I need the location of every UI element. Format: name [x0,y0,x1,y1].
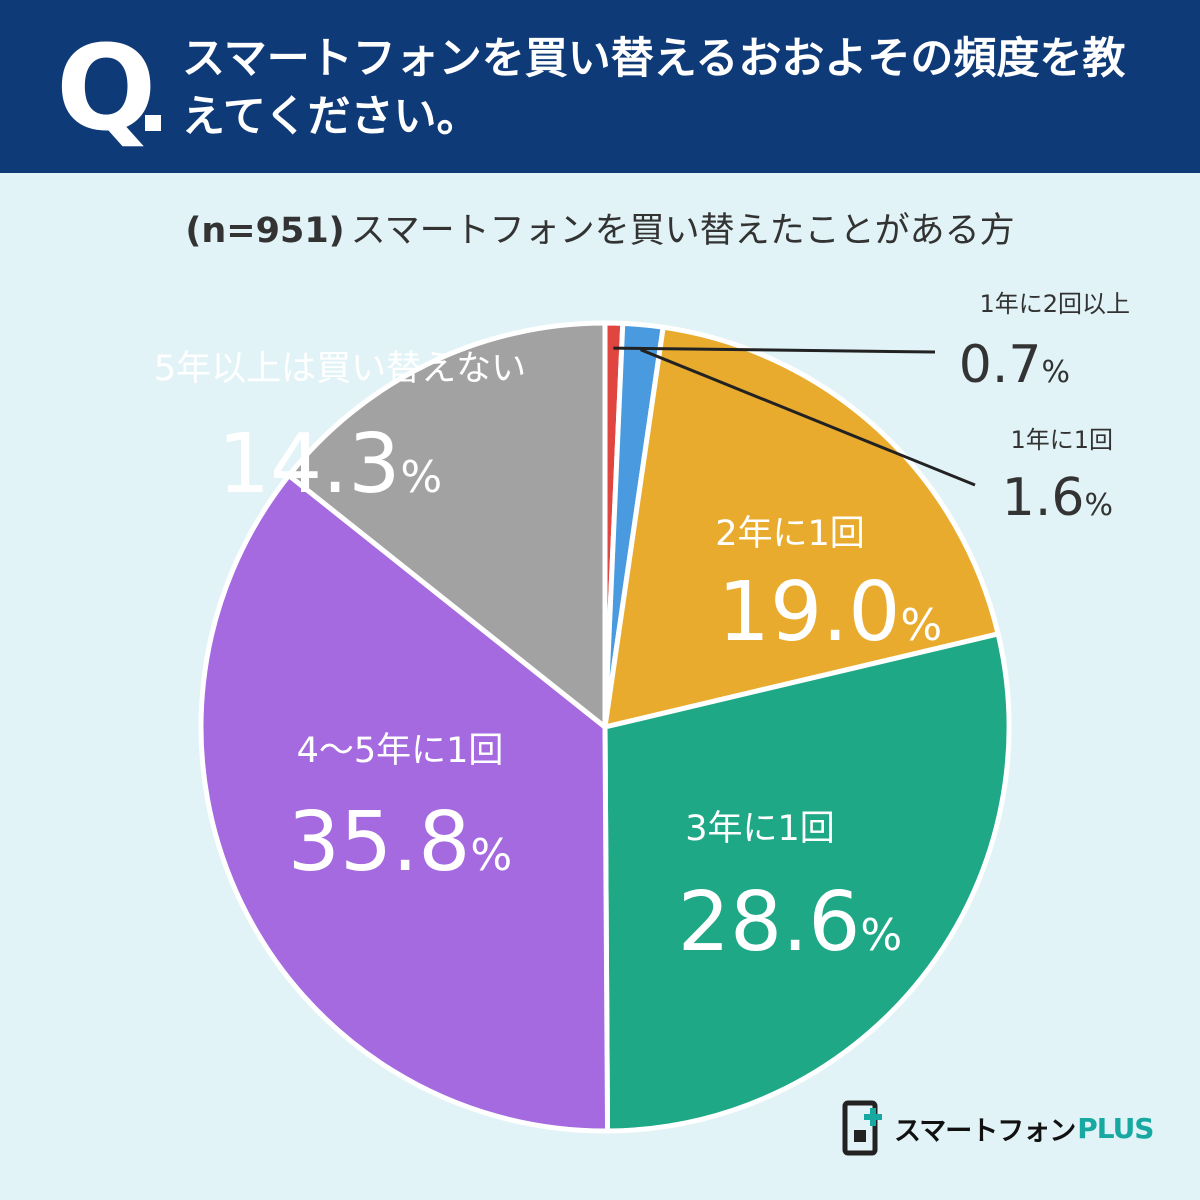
slice-value-3: 19.0% [718,565,942,660]
slice-value-2: 1.6% [1002,468,1113,528]
slice-value-1: 0.7% [959,335,1070,395]
q-label: Q [56,19,157,157]
slice-value-4: 28.6% [678,875,902,970]
q-dot [145,115,161,131]
logo-text: スマートフォン [894,1115,1076,1147]
slice-value-6: 14.3% [218,417,442,512]
brand-logo: スマートフォン PLUS [842,1093,1154,1163]
pie-slice-6 [286,320,608,730]
slice-label-3: 2年に1回 [715,514,865,554]
sample-description: スマートフォンを買い替えたことがある方 [350,211,1015,251]
slice-label-2: 1年に1回 [1010,426,1113,454]
slice-label-5: 4〜5年に1回 [297,731,504,771]
sample-subtitle: (n=951) スマートフォンを買い替えたことがある方 [0,206,1200,256]
pie-slice-4 [602,631,1012,1134]
pie-slice-3 [602,324,1001,730]
slice-value-5: 35.8% [288,795,512,890]
leader-line-1 [613,346,936,354]
question-header: Q スマートフォンを買い替えるおおよその頻度を教えてください。 [0,0,1200,173]
phone-logo-icon [842,1100,882,1156]
slice-label-6: 5年以上は買い替えない [154,349,526,389]
question-text: スマートフォンを買い替えるおおよその頻度を教えてください。 [182,34,1126,142]
logo-plus: PLUS [1077,1111,1154,1145]
pie-slice-5 [198,472,611,1134]
sample-size: (n=951) [185,211,345,251]
leader-line-2 [640,348,976,487]
slice-label-4: 3年に1回 [685,809,835,849]
slice-label-1: 1年に2回以上 [979,290,1130,318]
